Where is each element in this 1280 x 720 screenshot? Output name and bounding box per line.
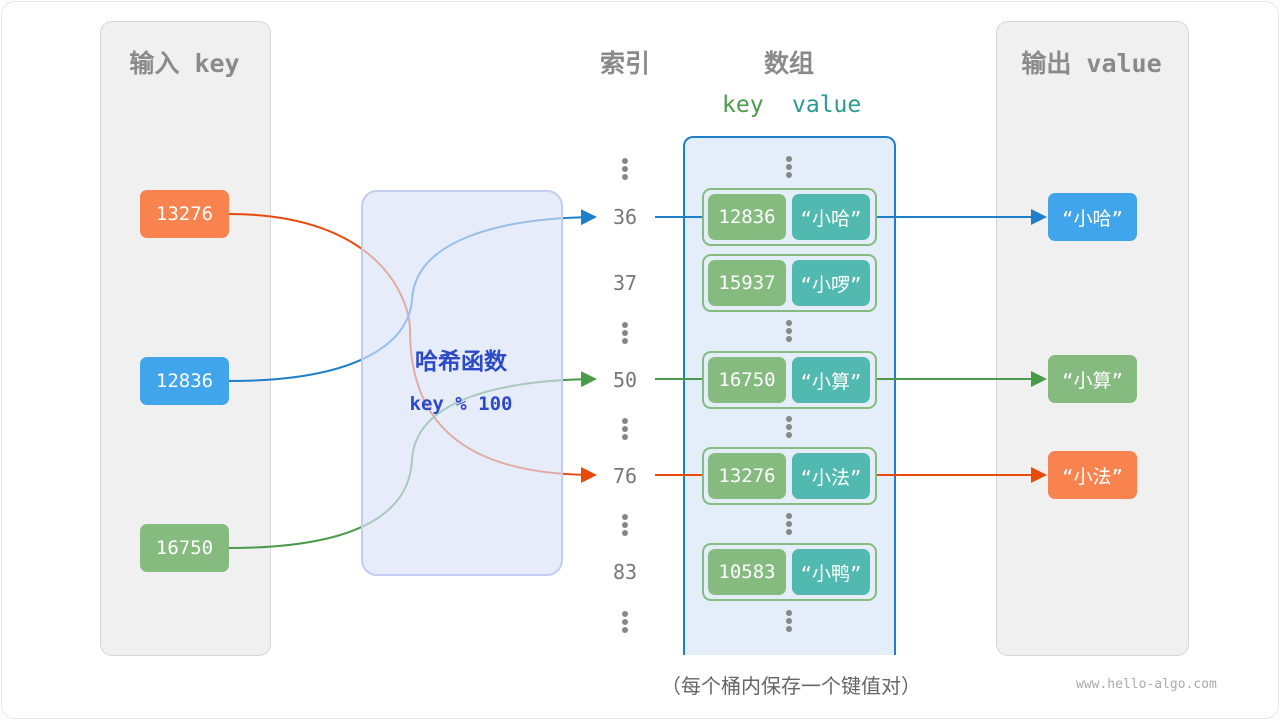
index-label: 76 (612, 464, 638, 488)
output-value: “小算” (1048, 355, 1137, 403)
ellipsis-icon (786, 513, 792, 537)
bucket: 13276 “小法” (702, 447, 877, 505)
bucket: 16750 “小算” (702, 351, 877, 409)
ellipsis-icon (786, 610, 792, 634)
array-sub-key: key (722, 92, 764, 118)
bucket-value: “小法” (792, 453, 870, 499)
input-key: 13276 (140, 190, 229, 238)
bucket-key: 13276 (708, 453, 786, 499)
bucket-value: “小哈” (792, 194, 870, 240)
input-key: 16750 (140, 524, 229, 572)
bucket: 15937 “小啰” (702, 254, 877, 312)
bucket-key: 10583 (708, 549, 786, 595)
index-label: 36 (612, 205, 638, 229)
hash-title: 哈希函数 (415, 349, 507, 375)
bucket-key: 16750 (708, 357, 786, 403)
output-value: “小法” (1048, 451, 1137, 499)
ellipsis-icon (622, 611, 628, 635)
input-key: 12836 (140, 357, 229, 405)
ellipsis-icon (622, 514, 628, 538)
index-label: 37 (612, 271, 638, 295)
bucket-value: “小鸭” (792, 549, 870, 595)
bucket: 12836 “小哈” (702, 188, 877, 246)
bucket: 10583 “小鸭” (702, 543, 877, 601)
ellipsis-icon (786, 156, 792, 180)
ellipsis-icon (786, 320, 792, 344)
watermark: www.hello-algo.com (1076, 677, 1217, 692)
bucket-key: 15937 (708, 260, 786, 306)
ellipsis-icon (786, 416, 792, 440)
index-header: 索引 (599, 49, 650, 78)
output-panel-title: 输出 value (1021, 49, 1162, 78)
index-label: 83 (612, 560, 638, 584)
bucket-value: “小算” (792, 357, 870, 403)
ellipsis-icon (622, 158, 628, 182)
bucket-value: “小啰” (792, 260, 870, 306)
array-sub-value: value (792, 92, 862, 118)
bucket-key: 12836 (708, 194, 786, 240)
output-panel (996, 21, 1189, 656)
index-label: 50 (612, 368, 638, 392)
array-header: 数组 (763, 49, 814, 78)
caption: （每个桶内保存一个键值对） (661, 674, 921, 698)
ellipsis-icon (622, 322, 628, 346)
input-panel-title: 输入 key (129, 49, 240, 78)
ellipsis-icon (622, 418, 628, 442)
hash-function-box (361, 190, 563, 576)
hash-formula: key % 100 (409, 393, 513, 415)
output-value: “小哈” (1048, 193, 1137, 241)
